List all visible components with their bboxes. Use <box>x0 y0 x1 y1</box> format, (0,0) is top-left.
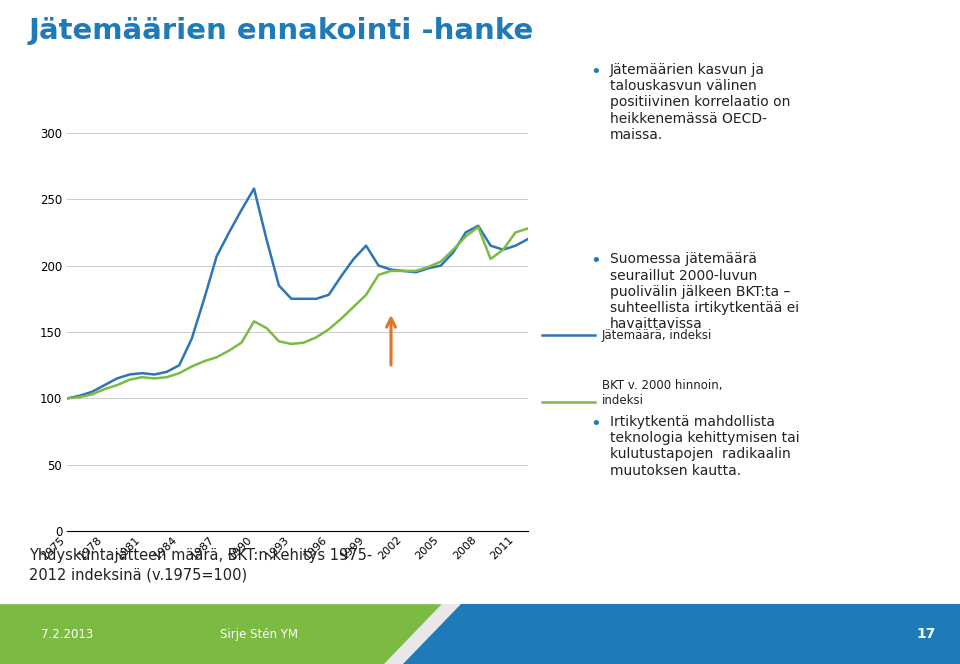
Text: 2012 indeksinä (v.1975=100): 2012 indeksinä (v.1975=100) <box>29 568 247 583</box>
Text: 17: 17 <box>917 627 936 641</box>
Text: BKT v. 2000 hinnoin,
indeksi: BKT v. 2000 hinnoin, indeksi <box>602 379 723 407</box>
Polygon shape <box>403 604 960 664</box>
Polygon shape <box>0 604 442 664</box>
Text: •: • <box>590 63 601 81</box>
Text: Irtikytkentä mahdollista
teknologia kehittymisen tai
kulutustapojen  radikaalin
: Irtikytkentä mahdollista teknologia kehi… <box>610 415 800 477</box>
Text: Sirje Stén YM: Sirje Stén YM <box>220 627 299 641</box>
Text: •: • <box>590 252 601 270</box>
Text: Suomessa jätemäärä
seuraillut 2000-luvun
puolivälin jälkeen BKT:ta –
suhteellist: Suomessa jätemäärä seuraillut 2000-luvun… <box>610 252 799 331</box>
Text: 7.2.2013: 7.2.2013 <box>41 627 93 641</box>
Text: Jätemäärien kasvun ja
talouskasvun välinen
positiivinen korrelaatio on
heikkenem: Jätemäärien kasvun ja talouskasvun välin… <box>610 63 790 142</box>
Text: Jätemäärä, indeksi: Jätemäärä, indeksi <box>602 329 712 342</box>
Text: Yhdyskuntajätteen määrä, BKT:n kehitys 1975-: Yhdyskuntajätteen määrä, BKT:n kehitys 1… <box>29 548 372 563</box>
Text: Jätemäärien ennakointi -hanke: Jätemäärien ennakointi -hanke <box>29 17 534 44</box>
Text: •: • <box>590 415 601 433</box>
